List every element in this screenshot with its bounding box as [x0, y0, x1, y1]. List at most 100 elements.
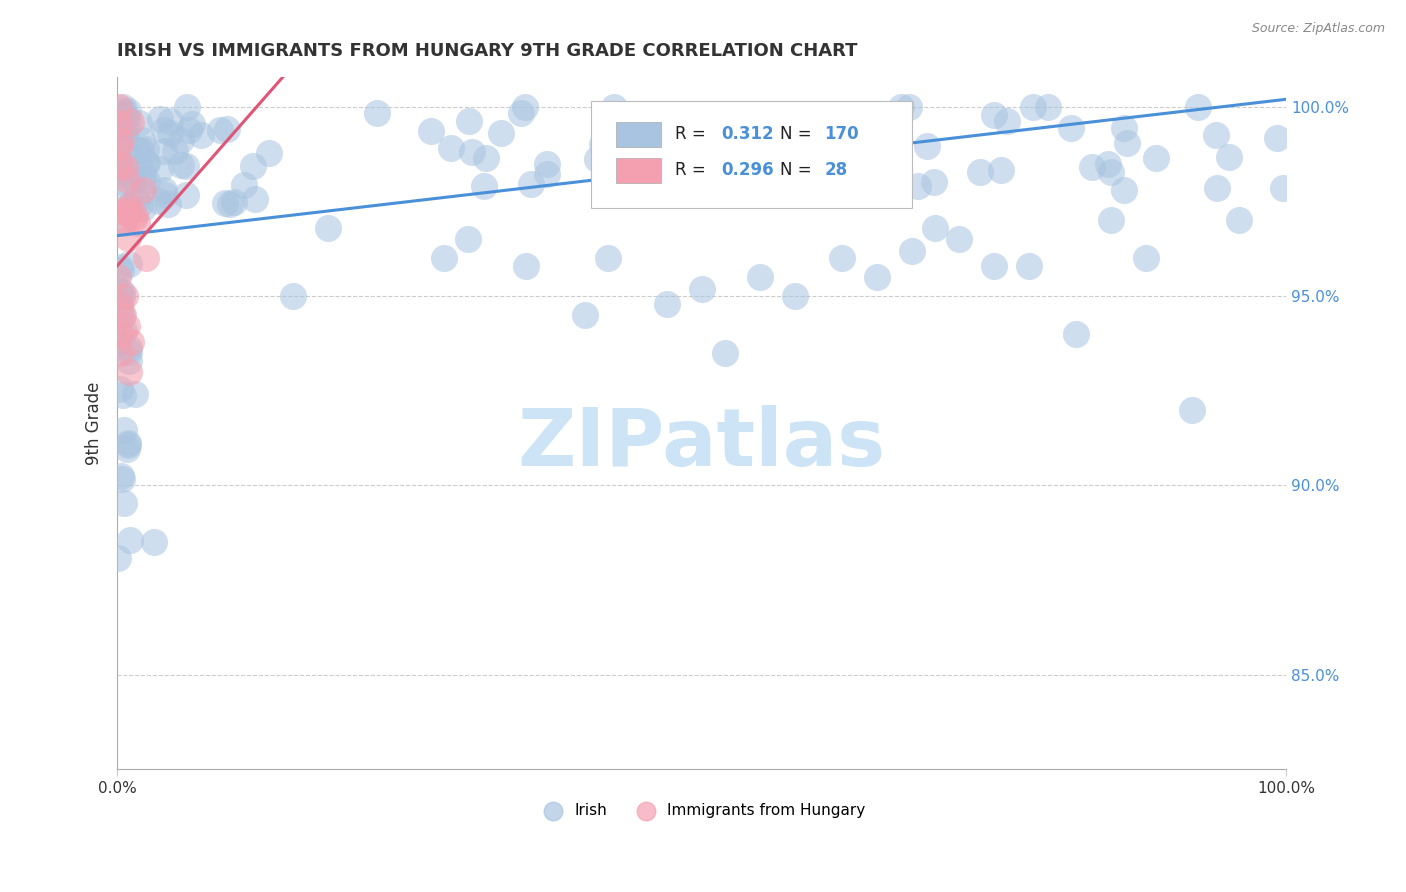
- Point: [156, 197, 179, 211]
- Point: [112, 423, 135, 437]
- Point: [114, 128, 136, 142]
- Point: [148, 194, 170, 208]
- Point: [108, 158, 131, 172]
- Text: N =: N =: [780, 161, 817, 179]
- Point: [112, 496, 135, 510]
- Point: [1144, 151, 1167, 165]
- Point: [783, 289, 806, 303]
- Point: [114, 160, 136, 174]
- Point: [149, 161, 172, 176]
- Point: [169, 158, 191, 172]
- Point: [824, 182, 846, 196]
- Point: [174, 159, 197, 173]
- Point: [218, 196, 240, 211]
- Point: [108, 295, 131, 310]
- Point: [176, 100, 198, 114]
- Point: [633, 158, 655, 172]
- Point: [316, 221, 339, 235]
- Point: [159, 126, 181, 140]
- Point: [515, 259, 537, 273]
- Point: [703, 183, 725, 197]
- Point: [634, 107, 657, 121]
- Point: [574, 308, 596, 322]
- Point: [118, 365, 141, 379]
- Point: [856, 172, 879, 186]
- Point: [114, 129, 136, 144]
- Point: [995, 113, 1018, 128]
- Text: ZIPatlas: ZIPatlas: [517, 405, 886, 483]
- Point: [520, 178, 543, 192]
- Point: [110, 260, 132, 274]
- Point: [108, 285, 131, 299]
- Text: R =: R =: [675, 161, 710, 179]
- Point: [174, 187, 197, 202]
- Point: [831, 147, 853, 161]
- Point: [163, 144, 186, 158]
- Point: [107, 270, 129, 285]
- Point: [1206, 181, 1229, 195]
- Point: [118, 354, 141, 368]
- Text: 0.312: 0.312: [721, 125, 775, 143]
- Point: [1064, 326, 1087, 341]
- Point: [118, 207, 141, 221]
- Bar: [616, 158, 661, 183]
- Point: [115, 161, 138, 176]
- Point: [1227, 213, 1250, 227]
- Point: [110, 468, 132, 483]
- Point: [969, 165, 991, 179]
- Point: [637, 121, 659, 136]
- Point: [107, 551, 129, 566]
- Point: [115, 111, 138, 125]
- Point: [111, 216, 134, 230]
- Point: [697, 115, 720, 129]
- Text: IRISH VS IMMIGRANTS FROM HUNGARY 9TH GRADE CORRELATION CHART: IRISH VS IMMIGRANTS FROM HUNGARY 9TH GRA…: [117, 42, 858, 60]
- Point: [1099, 164, 1122, 178]
- Point: [149, 112, 172, 126]
- Point: [118, 533, 141, 547]
- Point: [110, 134, 132, 148]
- Point: [281, 289, 304, 303]
- Point: [596, 252, 619, 266]
- Point: [132, 201, 155, 215]
- Point: [1218, 151, 1240, 165]
- Point: [586, 152, 609, 166]
- Point: [110, 262, 132, 277]
- Point: [128, 157, 150, 171]
- Point: [108, 139, 131, 153]
- Text: N =: N =: [780, 125, 817, 143]
- Point: [181, 117, 204, 131]
- Point: [128, 116, 150, 130]
- Text: R =: R =: [675, 125, 710, 143]
- Point: [111, 472, 134, 486]
- Point: [827, 128, 849, 143]
- Point: [177, 123, 200, 137]
- Point: [111, 107, 134, 121]
- Point: [690, 282, 713, 296]
- Point: [536, 167, 558, 181]
- Point: [143, 535, 166, 549]
- Point: [749, 270, 772, 285]
- Point: [124, 208, 146, 222]
- Point: [257, 145, 280, 160]
- Y-axis label: 9th Grade: 9th Grade: [86, 381, 103, 465]
- Point: [1097, 157, 1119, 171]
- Point: [1135, 252, 1157, 266]
- Point: [1114, 183, 1136, 197]
- Point: [1114, 121, 1136, 136]
- Point: [901, 244, 924, 258]
- Point: [1099, 213, 1122, 227]
- Point: [117, 140, 139, 154]
- Text: Source: ZipAtlas.com: Source: ZipAtlas.com: [1251, 22, 1385, 36]
- Point: [866, 270, 889, 285]
- Point: [779, 128, 801, 142]
- Point: [136, 174, 159, 188]
- Point: [1022, 100, 1045, 114]
- Point: [115, 178, 138, 192]
- Point: [135, 156, 157, 170]
- Point: [243, 192, 266, 206]
- Point: [214, 195, 236, 210]
- Point: [112, 108, 135, 122]
- Point: [460, 145, 482, 159]
- Point: [131, 133, 153, 147]
- Point: [457, 232, 479, 246]
